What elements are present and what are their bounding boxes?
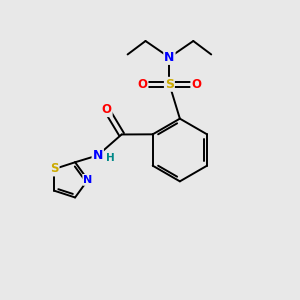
Text: N: N [83, 175, 92, 185]
Text: N: N [164, 51, 175, 64]
Text: O: O [102, 103, 112, 116]
Text: S: S [165, 78, 174, 91]
Text: H: H [106, 153, 115, 163]
Text: S: S [50, 163, 58, 176]
Text: O: O [137, 78, 148, 91]
Text: O: O [191, 78, 201, 91]
Text: N: N [93, 149, 103, 162]
